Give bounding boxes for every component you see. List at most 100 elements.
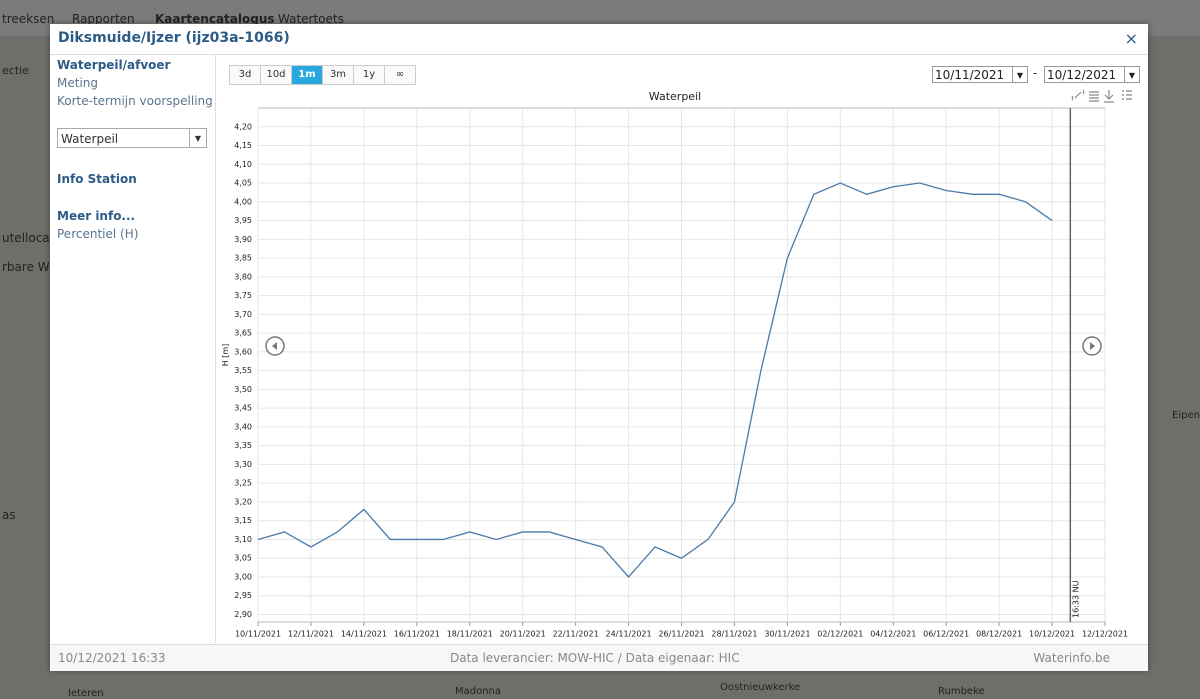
y-tick-label: 3,20 (234, 497, 252, 506)
y-tick-label: 3,10 (234, 535, 252, 544)
y-tick-label: 3,90 (234, 235, 252, 244)
y-tick-label: 3,65 (234, 329, 252, 338)
map-label: Rumbeke (938, 686, 985, 697)
select-value: Waterpeil (61, 132, 119, 146)
y-tick-label: 3,80 (234, 272, 252, 281)
sidebar: Waterpeil/afvoer Meting Korte-termijn vo… (50, 55, 216, 643)
now-label: 16:33 NU (1071, 580, 1080, 618)
y-tick-label: 4,05 (234, 179, 252, 188)
y-tick-label: 3,05 (234, 554, 252, 563)
date-to[interactable]: 10/12/2021 ▼ (1044, 66, 1140, 83)
x-tick-label: 08/12/2021 (976, 630, 1022, 639)
range-button[interactable]: 3d (229, 65, 261, 85)
date-arrow: ▼ (1012, 67, 1027, 82)
x-tick-label: 04/12/2021 (870, 630, 916, 639)
x-tick-label: 22/11/2021 (553, 630, 599, 639)
y-tick-label: 3,55 (234, 366, 252, 375)
range-button[interactable]: 1y (353, 65, 385, 85)
y-tick-label: 3,35 (234, 441, 252, 450)
side-text: as (2, 508, 16, 522)
y-tick-label: 3,30 (234, 460, 252, 469)
y-tick-label: 3,25 (234, 479, 252, 488)
map-label: Oostnieuwkerke (720, 682, 801, 693)
close-button[interactable]: × (1124, 29, 1138, 48)
y-tick-label: 4,15 (234, 141, 252, 150)
nav-arrow[interactable] (1082, 336, 1102, 356)
x-tick-label: 10/12/2021 (1029, 630, 1075, 639)
map-label: Ieteren (68, 688, 104, 699)
chart-title: Waterpeil (649, 90, 701, 103)
x-tick-label: 12/11/2021 (288, 630, 334, 639)
x-tick-label: 06/12/2021 (923, 630, 969, 639)
side-text: ectie (2, 64, 29, 77)
y-tick-label: 3,95 (234, 216, 252, 225)
date-separator: - (1033, 66, 1038, 80)
map-label: Madonna (455, 686, 502, 697)
date-from[interactable]: 10/11/2021 ▼ (932, 66, 1028, 83)
toolbar-icons (1071, 89, 1132, 103)
x-tick-label: 24/11/2021 (606, 630, 652, 639)
y-tick-label: 4,00 (234, 197, 252, 206)
x-tick-label: 16/11/2021 (394, 630, 440, 639)
y-tick-label: 3,40 (234, 422, 252, 431)
y-tick-label: 4,10 (234, 160, 252, 169)
range-buttons: 3d 10d 1m 3m 1y ∞ (229, 65, 416, 85)
y-tick-label: 3,00 (234, 572, 252, 581)
nav-item[interactable]: Rapporten (72, 12, 135, 26)
y-tick-label: 3,60 (234, 347, 252, 356)
dialog: Diksmuide/Ijzer (ijz03a-1066) × Waterpei… (50, 24, 1148, 671)
data-line (257, 182, 1053, 578)
nav-arrow-head (1090, 342, 1095, 350)
side-text: utellocat (2, 231, 55, 245)
side-text: rbare Wat (2, 260, 61, 274)
y-tick-label: 3,45 (234, 404, 252, 413)
y-axis-label: H [m] (221, 344, 230, 367)
link[interactable]: Meer info... (57, 209, 136, 223)
x-tick-label: 02/12/2021 (817, 630, 863, 639)
link[interactable]: Percentiel (H) (57, 227, 139, 241)
link[interactable]: Korte-termijn voorspelling (57, 94, 213, 108)
x-tick-label: 18/11/2021 (447, 630, 493, 639)
y-tick-label: 3,75 (234, 291, 252, 300)
list-icon[interactable] (1122, 90, 1132, 100)
section-link[interactable]: Waterpeil/afvoer (57, 58, 171, 72)
site-link[interactable]: Waterinfo.be (1033, 651, 1110, 665)
data-source: Data leverancier: MOW-HIC / Data eigenaa… (450, 651, 740, 665)
x-tick-label: 26/11/2021 (658, 630, 704, 639)
x-tick-label: 12/12/2021 (1082, 630, 1128, 639)
x-tick-label: 28/11/2021 (711, 630, 757, 639)
date-text: 10/11/2021 (935, 68, 1005, 82)
footer: 10/12/2021 16:33 Data leverancier: MOW-H… (50, 644, 1148, 671)
chart: Waterpeil H [m] 2,90 2,95 3,00 3,05 3,10 3,15… (221, 89, 1132, 639)
dialog-title: Diksmuide/Ijzer (ijz03a-1066) (58, 30, 290, 46)
y-tick-label: 3,15 (234, 516, 252, 525)
x-tick-label: 14/11/2021 (341, 630, 387, 639)
select-arrow: ▼ (189, 129, 206, 147)
y-tick-label: 2,95 (234, 591, 252, 600)
link[interactable]: Meting (57, 76, 98, 90)
nav-item[interactable]: Kaartencatalogus (155, 12, 275, 26)
map-label: Eipen (1172, 410, 1200, 421)
nav-item[interactable]: treeksen (2, 12, 55, 26)
date-arrow: ▼ (1124, 67, 1139, 82)
y-tick-label: 3,70 (234, 310, 252, 319)
link-icon[interactable] (1071, 89, 1085, 101)
nav-arrow[interactable] (265, 336, 285, 356)
link[interactable]: Info Station (57, 172, 137, 186)
y-tick-label: 2,90 (234, 610, 252, 619)
x-tick-label: 10/11/2021 (235, 630, 281, 639)
timestamp: 10/12/2021 16:33 (58, 651, 166, 665)
download-icon[interactable] (1104, 90, 1114, 103)
date-text: 10/12/2021 (1047, 68, 1117, 82)
x-tick-label: 20/11/2021 (500, 630, 546, 639)
divider (50, 54, 1148, 55)
select[interactable]: Waterpeil ▼ (57, 128, 207, 148)
y-tick-label: 4,20 (234, 122, 252, 131)
y-tick-label: 3,50 (234, 385, 252, 394)
range-button[interactable]: ∞ (384, 65, 416, 85)
nav-item[interactable]: Watertoets (278, 12, 344, 26)
table-icon[interactable] (1089, 91, 1099, 102)
y-tick-label: 3,85 (234, 254, 252, 263)
x-tick-label: 30/11/2021 (764, 630, 810, 639)
